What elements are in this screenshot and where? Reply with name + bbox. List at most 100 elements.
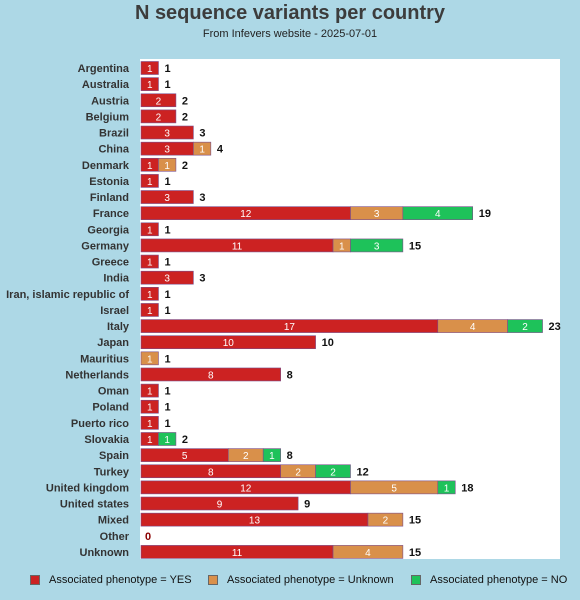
bar-value-yes-estonia: 1 [147, 177, 153, 188]
bar-value-yes-austria: 2 [156, 96, 162, 107]
total-label-australia: 1 [164, 79, 170, 91]
bar-value-no-france: 4 [435, 209, 441, 220]
bar-yes-australia [140, 77, 159, 91]
category-label-germany: Germany [81, 240, 130, 252]
total-label-poland: 1 [164, 402, 170, 414]
bar-value-yes-belgium: 2 [156, 112, 162, 123]
total-label-germany: 15 [409, 240, 421, 252]
category-label-france: France [93, 208, 129, 220]
category-label-puerto-rico: Puerto rico [71, 418, 129, 430]
category-label-brazil: Brazil [99, 128, 129, 140]
bar-yes-iran-islamic-republic-of [140, 287, 159, 301]
bar-value-yes-australia: 1 [147, 80, 153, 91]
bar-no-germany [350, 238, 404, 253]
total-label-unknown: 15 [409, 547, 421, 559]
stacked-bar-chart: Argentina Australia Austria Belgium Brazil Ch… [6, 59, 561, 559]
bar-value-yes-china: 3 [164, 145, 170, 156]
category-label-mauritius: Mauritius [80, 353, 129, 365]
legend-label-unknown: Associated phenotype = Unknown [227, 574, 394, 586]
category-label-belgium: Belgium [86, 111, 130, 123]
legend-swatch-no [411, 575, 421, 585]
bar-no-france [402, 206, 474, 220]
legend: Associated phenotype = YES Associated ph… [0, 574, 580, 592]
bar-value-no-slovakia: 1 [164, 435, 170, 446]
total-label-spain: 8 [287, 450, 293, 462]
category-label-austria: Austria [91, 95, 130, 107]
bar-no-slovakia [158, 432, 177, 446]
bar-value-yes-japan: 10 [223, 338, 235, 349]
bar-value-yes-poland: 1 [147, 403, 153, 414]
total-label-estonia: 1 [164, 176, 170, 188]
bar-value-yes-india: 3 [164, 274, 170, 285]
bar-yes-finland [140, 190, 194, 204]
legend-item-yes: Associated phenotype = YES [30, 574, 192, 586]
bar-value-unknown-united-kingdom: 5 [391, 483, 397, 494]
total-label-denmark: 2 [182, 160, 188, 172]
bar-value-yes-puerto-rico: 1 [147, 419, 153, 430]
bar-yes-poland [140, 399, 159, 414]
category-label-australia: Australia [82, 79, 130, 91]
category-label-italy: Italy [107, 321, 130, 333]
bar-value-no-united-kingdom: 1 [444, 483, 450, 494]
bar-value-no-germany: 3 [374, 241, 380, 252]
bar-value-yes-israel: 1 [147, 306, 153, 317]
bar-no-italy [507, 319, 543, 333]
bar-value-unknown-mauritius: 1 [147, 354, 153, 365]
bar-value-yes-mixed: 13 [249, 516, 261, 527]
bar-yes-puerto-rico [140, 416, 159, 430]
bar-no-turkey [315, 464, 351, 479]
category-label-finland: Finland [90, 192, 129, 204]
bar-value-yes-unknown: 11 [232, 548, 243, 559]
total-label-france: 19 [479, 208, 491, 220]
category-label-greece: Greece [92, 257, 129, 269]
legend-item-unknown: Associated phenotype = Unknown [208, 574, 394, 586]
legend-swatch-yes [30, 575, 40, 585]
total-label-greece: 1 [164, 257, 170, 269]
category-label-slovakia: Slovakia [84, 434, 130, 446]
category-label-united-states: United states [60, 499, 129, 511]
total-label-belgium: 2 [182, 111, 188, 123]
bar-value-yes-germany: 11 [232, 241, 243, 252]
total-label-china: 4 [217, 144, 224, 156]
bar-value-unknown-china: 1 [199, 145, 205, 156]
bar-value-yes-argentina: 1 [147, 64, 153, 75]
category-label-china: China [98, 144, 129, 156]
bar-unknown-mixed [367, 512, 404, 527]
category-label-israel: Israel [100, 305, 129, 317]
bar-value-yes-united-states: 9 [217, 500, 223, 511]
bar-value-unknown-france: 3 [374, 209, 380, 220]
category-label-denmark: Denmark [82, 160, 130, 172]
category-label-unknown: Unknown [80, 547, 130, 559]
total-label-netherlands: 8 [287, 369, 293, 381]
bar-yes-belgium [140, 109, 177, 124]
total-label-slovakia: 2 [182, 434, 188, 446]
bar-yes-georgia [140, 222, 159, 237]
bar-yes-israel [140, 303, 159, 317]
bar-value-unknown-mixed: 2 [383, 516, 389, 527]
bar-value-yes-netherlands: 8 [208, 370, 214, 381]
total-label-mixed: 15 [409, 515, 421, 527]
total-label-mauritius: 1 [164, 353, 170, 365]
total-label-other: 0 [145, 531, 151, 543]
bar-value-yes-united-kingdom: 12 [240, 483, 252, 494]
legend-item-no: Associated phenotype = NO [411, 574, 567, 586]
bar-value-unknown-italy: 4 [470, 322, 476, 333]
category-label-poland: Poland [92, 402, 129, 414]
bar-value-no-turkey: 2 [330, 467, 336, 478]
bar-yes-oman [140, 383, 159, 398]
bar-value-unknown-unknown: 4 [365, 548, 371, 559]
bar-yes-argentina [140, 61, 159, 75]
bar-yes-brazil [140, 125, 194, 140]
bar-value-no-italy: 2 [522, 322, 528, 333]
chart-subtitle: From Infevers website - 2025-07-01 [202, 28, 378, 40]
category-label-india: India [103, 273, 130, 285]
category-label-oman: Oman [98, 386, 129, 398]
bar-value-yes-brazil: 3 [164, 129, 170, 140]
bar-unknown-unknown [332, 545, 404, 559]
bar-value-yes-italy: 17 [284, 322, 296, 333]
category-label-iran-islamic-republic-of: Iran, islamic republic of [6, 289, 129, 301]
bar-value-no-spain: 1 [269, 451, 275, 462]
total-label-united-kingdom: 18 [461, 482, 473, 494]
total-label-iran-islamic-republic-of: 1 [164, 289, 170, 301]
bar-yes-estonia [140, 174, 159, 188]
